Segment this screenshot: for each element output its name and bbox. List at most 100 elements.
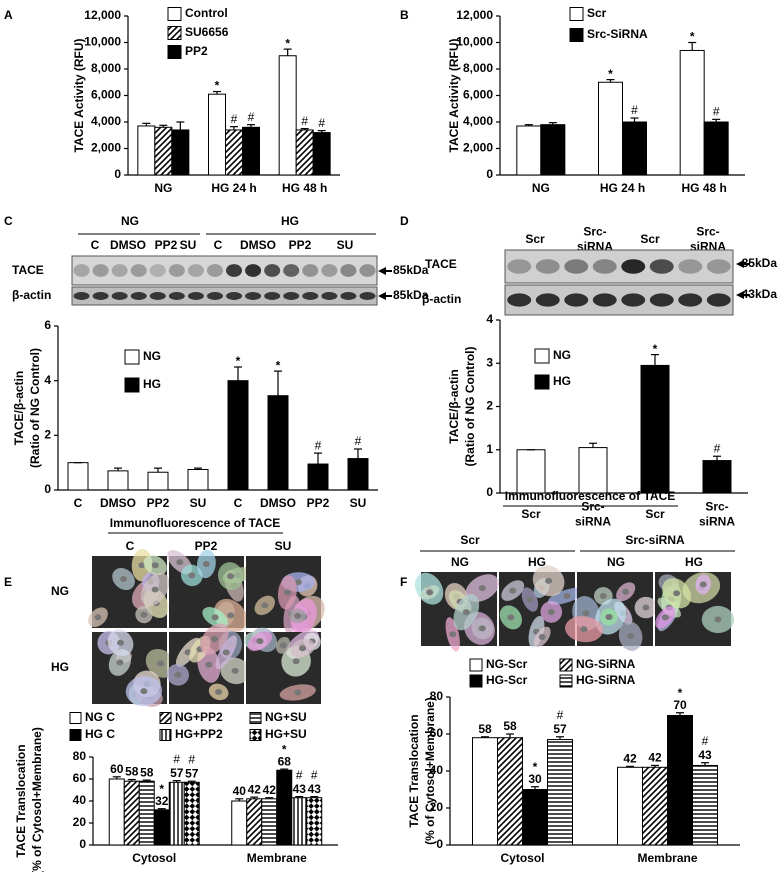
value-label: 58	[140, 765, 154, 779]
value-label: 57	[170, 766, 184, 780]
nucleus	[261, 602, 269, 609]
image-column-label: PP2	[195, 539, 218, 553]
error-bar	[142, 122, 151, 126]
nucleus	[547, 608, 555, 615]
x-tick-label: Cytosol	[132, 851, 176, 865]
nucleus	[599, 592, 607, 599]
bar	[276, 769, 293, 846]
significance-mark: #	[248, 110, 255, 124]
bar	[547, 739, 573, 846]
significance-mark: #	[714, 441, 721, 455]
significance-mark: #	[301, 114, 308, 128]
legend-swatch	[469, 674, 483, 688]
error-bar	[506, 733, 514, 738]
bar	[617, 766, 643, 846]
y-tick-label: 0	[44, 482, 51, 496]
significance-mark: #	[557, 708, 564, 722]
significance-mark: #	[355, 434, 362, 448]
x-tick-label: NG	[532, 181, 550, 195]
y-tick-label: 3	[486, 355, 493, 369]
value-label: 70	[673, 698, 687, 712]
blot-strip	[71, 255, 378, 286]
bar	[208, 93, 226, 176]
value-label: 42	[648, 751, 662, 765]
blot-band	[507, 293, 532, 307]
legend-swatch	[167, 26, 182, 40]
y-axis-label: TACE/β-actin	[447, 369, 461, 443]
blot-band	[149, 264, 166, 277]
bar	[347, 458, 369, 491]
value-label: 58	[503, 719, 517, 733]
blot-band	[621, 259, 646, 274]
image-column-label: HG	[685, 555, 703, 569]
nucleus	[176, 559, 184, 566]
nucleus	[622, 588, 630, 595]
error-bar	[172, 780, 181, 783]
error-bar	[235, 798, 244, 801]
blot-band	[340, 264, 357, 277]
value-label: 40	[233, 784, 247, 798]
nucleus	[140, 688, 148, 695]
significance-mark: *	[215, 79, 220, 93]
nucleus	[507, 614, 515, 621]
value-label: 43	[308, 782, 322, 796]
bar	[107, 470, 129, 491]
blot-strip	[71, 286, 378, 306]
legend-label: NG+PP2	[175, 710, 223, 724]
nucleus	[294, 689, 302, 696]
nucleus	[449, 631, 457, 638]
bar	[231, 800, 248, 846]
value-label: 68	[278, 754, 292, 768]
blot-band	[245, 292, 262, 300]
blot-row-label: TACE	[425, 257, 457, 271]
nucleus	[538, 633, 546, 640]
blot-band	[92, 264, 109, 277]
blot-band	[564, 259, 589, 274]
x-tick-label: C	[74, 496, 83, 510]
value-label: 57	[185, 766, 199, 780]
nucleus	[151, 562, 159, 569]
bar	[312, 132, 331, 176]
error-bar	[688, 41, 697, 51]
panel-letter: E	[4, 575, 12, 589]
error-bar	[548, 122, 557, 125]
image-title: Immunofluorescence of TACE	[110, 516, 280, 530]
legend-label: NG C	[85, 710, 115, 724]
y-axis-label: TACE Translocation	[407, 714, 421, 827]
panel-letter: F	[400, 575, 407, 589]
legend-label: SU6656	[185, 25, 229, 39]
legend-swatch	[249, 729, 262, 741]
error-bar	[531, 786, 539, 790]
image-column-label: HG	[528, 555, 546, 569]
x-tick-label: C	[234, 496, 243, 510]
legend-swatch	[124, 377, 140, 393]
value-label: 30	[528, 772, 542, 786]
x-tick-label: NG	[154, 181, 172, 195]
y-tick-label: 60	[73, 771, 87, 785]
significance-mark: *	[653, 342, 658, 356]
nucleus	[117, 639, 125, 646]
legend-label: HG-Scr	[486, 673, 528, 687]
error-bar	[310, 795, 319, 798]
significance-mark: *	[533, 760, 538, 774]
image-group-label: Scr	[460, 533, 480, 547]
legend-label: HG	[143, 377, 161, 391]
x-tick-label: HG 48 h	[282, 181, 327, 195]
bar	[183, 781, 200, 846]
blot-row-label: β-actin	[422, 292, 461, 306]
significance-mark: *	[236, 354, 241, 368]
legend-label: NG	[143, 349, 161, 363]
blot-lane-label: DMSO	[110, 238, 146, 252]
blot-lane-label: PP2	[155, 238, 178, 252]
legend-label: Src-SiRNA	[587, 27, 648, 41]
significance-mark: *	[608, 67, 613, 81]
legend-swatch	[534, 374, 550, 390]
error-bar	[274, 370, 282, 396]
error-bar	[234, 366, 242, 381]
error-bar	[589, 442, 597, 448]
blot-group-label: NG	[121, 214, 139, 228]
value-label: 43	[293, 782, 307, 796]
bar	[295, 129, 314, 176]
y-tick-label: 40	[430, 763, 444, 777]
x-tick-label: HG 48 h	[681, 181, 726, 195]
